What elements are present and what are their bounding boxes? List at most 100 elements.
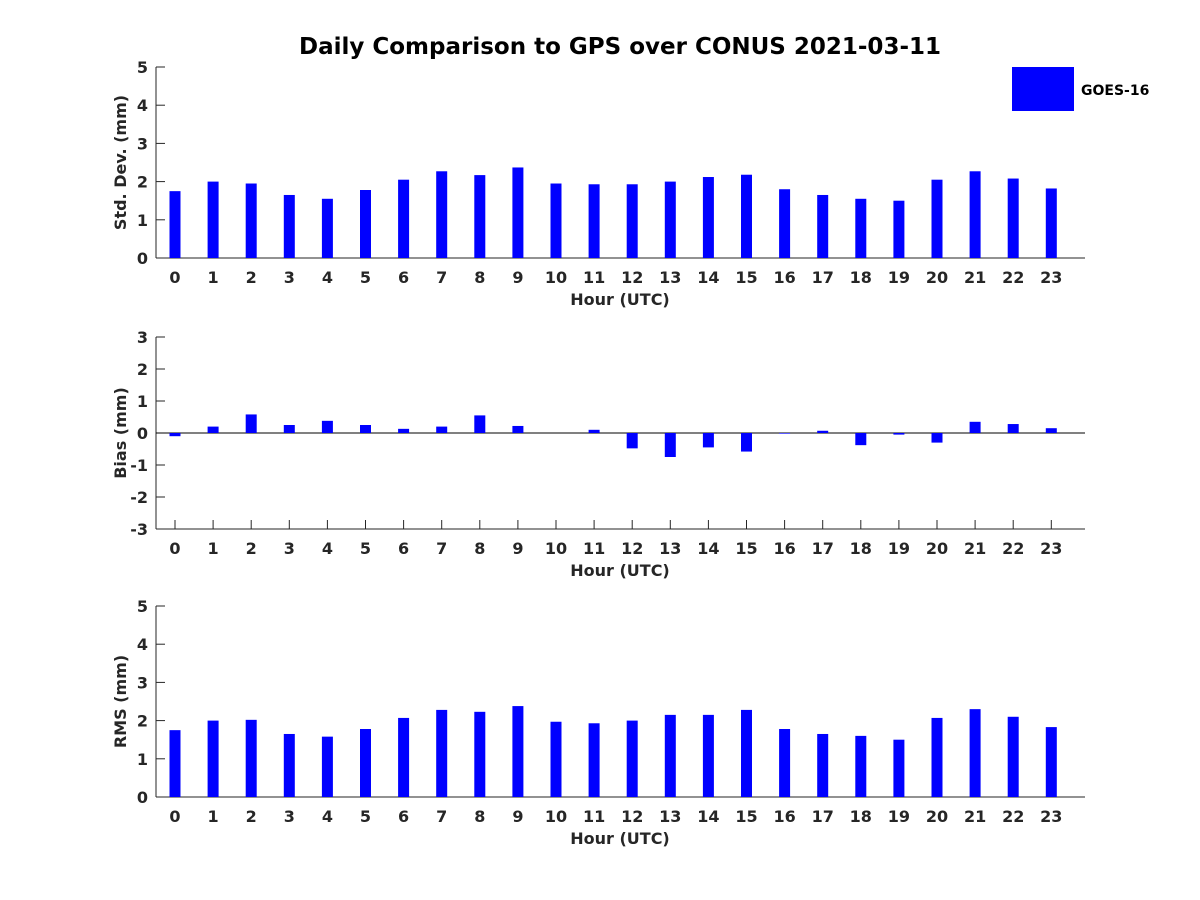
- bar-hour-8: [474, 415, 486, 433]
- y-tick-label: 1: [137, 211, 148, 230]
- x-tick-label: 4: [322, 807, 333, 826]
- x-tick-label: 13: [659, 268, 681, 287]
- bar-hour-6: [398, 428, 410, 433]
- bar-hour-14: [702, 177, 714, 258]
- bar-hour-22: [1007, 716, 1019, 797]
- bar-hour-21: [969, 171, 981, 258]
- x-tick-label: 2: [246, 268, 257, 287]
- y-axis-label: RMS (mm): [111, 655, 130, 748]
- x-tick-label: 1: [208, 807, 219, 826]
- x-tick-label: 14: [697, 807, 719, 826]
- x-tick-label: 23: [1040, 807, 1062, 826]
- bar-hour-4: [321, 198, 333, 258]
- x-tick-label: 12: [621, 807, 643, 826]
- x-tick-label: 2: [246, 807, 257, 826]
- x-tick-label: 0: [169, 268, 180, 287]
- x-tick-label: 2: [246, 539, 257, 558]
- x-tick-label: 12: [621, 539, 643, 558]
- bar-hour-16: [779, 729, 791, 797]
- x-axis-label: Hour (UTC): [570, 561, 670, 580]
- x-tick-label: 1: [208, 268, 219, 287]
- bar-hour-6: [398, 717, 410, 797]
- bar-hour-20: [931, 433, 943, 443]
- x-tick-label: 21: [964, 539, 986, 558]
- bar-hour-17: [817, 733, 829, 797]
- bar-hour-19: [893, 739, 905, 797]
- x-tick-label: 11: [583, 539, 605, 558]
- x-tick-label: 23: [1040, 268, 1062, 287]
- figure-title: Daily Comparison to GPS over CONUS 2021-…: [299, 34, 941, 60]
- x-tick-label: 0: [169, 807, 180, 826]
- x-tick-label: 18: [850, 807, 872, 826]
- x-tick-label: 12: [621, 268, 643, 287]
- bar-hour-15: [741, 709, 752, 797]
- bar-hour-15: [741, 433, 752, 452]
- x-tick-label: 21: [964, 268, 986, 287]
- x-tick-label: 20: [926, 268, 948, 287]
- bar-hour-3: [283, 733, 295, 797]
- y-tick-label: -1: [130, 456, 148, 475]
- bar-hour-2: [245, 183, 257, 258]
- x-tick-label: 15: [735, 807, 757, 826]
- bar-hour-3: [283, 194, 295, 258]
- x-tick-label: 17: [812, 268, 834, 287]
- y-tick-label: 5: [137, 597, 148, 616]
- bar-hour-23: [1045, 727, 1057, 797]
- x-tick-label: 20: [926, 539, 948, 558]
- bar-hour-18: [855, 735, 867, 797]
- bar-hour-19: [893, 200, 905, 258]
- x-tick-label: 14: [697, 539, 719, 558]
- bar-hour-19: [893, 433, 905, 435]
- x-tick-label: 10: [545, 807, 567, 826]
- x-tick-label: 7: [436, 539, 447, 558]
- y-tick-label: 1: [137, 750, 148, 769]
- x-tick-label: 16: [773, 539, 795, 558]
- bar-hour-9: [512, 425, 524, 433]
- y-tick-label: 4: [137, 96, 148, 115]
- x-tick-label: 3: [284, 268, 295, 287]
- x-tick-label: 11: [583, 807, 605, 826]
- bar-hour-16: [779, 433, 791, 434]
- bar-hour-13: [664, 714, 676, 797]
- y-tick-label: 5: [137, 58, 148, 77]
- bar-hour-15: [741, 174, 752, 258]
- bar-hour-23: [1045, 428, 1057, 433]
- x-axis-label: Hour (UTC): [570, 829, 670, 848]
- x-tick-label: 5: [360, 539, 371, 558]
- x-tick-label: 16: [773, 807, 795, 826]
- x-tick-label: 5: [360, 807, 371, 826]
- bar-hour-1: [207, 426, 219, 433]
- y-tick-label: 1: [137, 392, 148, 411]
- x-tick-label: 8: [474, 268, 485, 287]
- x-tick-label: 3: [284, 539, 295, 558]
- bar-hour-17: [817, 194, 829, 258]
- bar-hour-9: [512, 167, 524, 258]
- x-tick-label: 0: [169, 539, 180, 558]
- bar-hour-14: [702, 433, 714, 448]
- x-tick-label: 8: [474, 539, 485, 558]
- bar-hour-13: [664, 433, 676, 457]
- bar-hour-8: [474, 175, 486, 258]
- x-tick-label: 19: [888, 268, 910, 287]
- y-tick-label: -3: [130, 520, 148, 539]
- y-tick-label: 2: [137, 360, 148, 379]
- bar-hour-5: [360, 729, 371, 797]
- bar-hour-12: [626, 184, 638, 258]
- x-tick-label: 1: [208, 539, 219, 558]
- x-tick-label: 7: [436, 268, 447, 287]
- x-tick-label: 20: [926, 807, 948, 826]
- x-tick-label: 18: [850, 539, 872, 558]
- bar-hour-0: [169, 730, 181, 797]
- x-tick-label: 4: [322, 539, 333, 558]
- bar-hour-18: [855, 198, 867, 258]
- bar-hour-20: [931, 717, 943, 797]
- bar-hour-3: [283, 425, 295, 433]
- x-axis-label: Hour (UTC): [570, 290, 670, 309]
- bar-hour-23: [1045, 188, 1057, 258]
- y-axis-label: Bias (mm): [111, 387, 130, 479]
- bar-hour-6: [398, 179, 410, 258]
- x-tick-label: 19: [888, 539, 910, 558]
- legend-label: GOES-16: [1081, 83, 1149, 99]
- bar-hour-5: [360, 425, 371, 433]
